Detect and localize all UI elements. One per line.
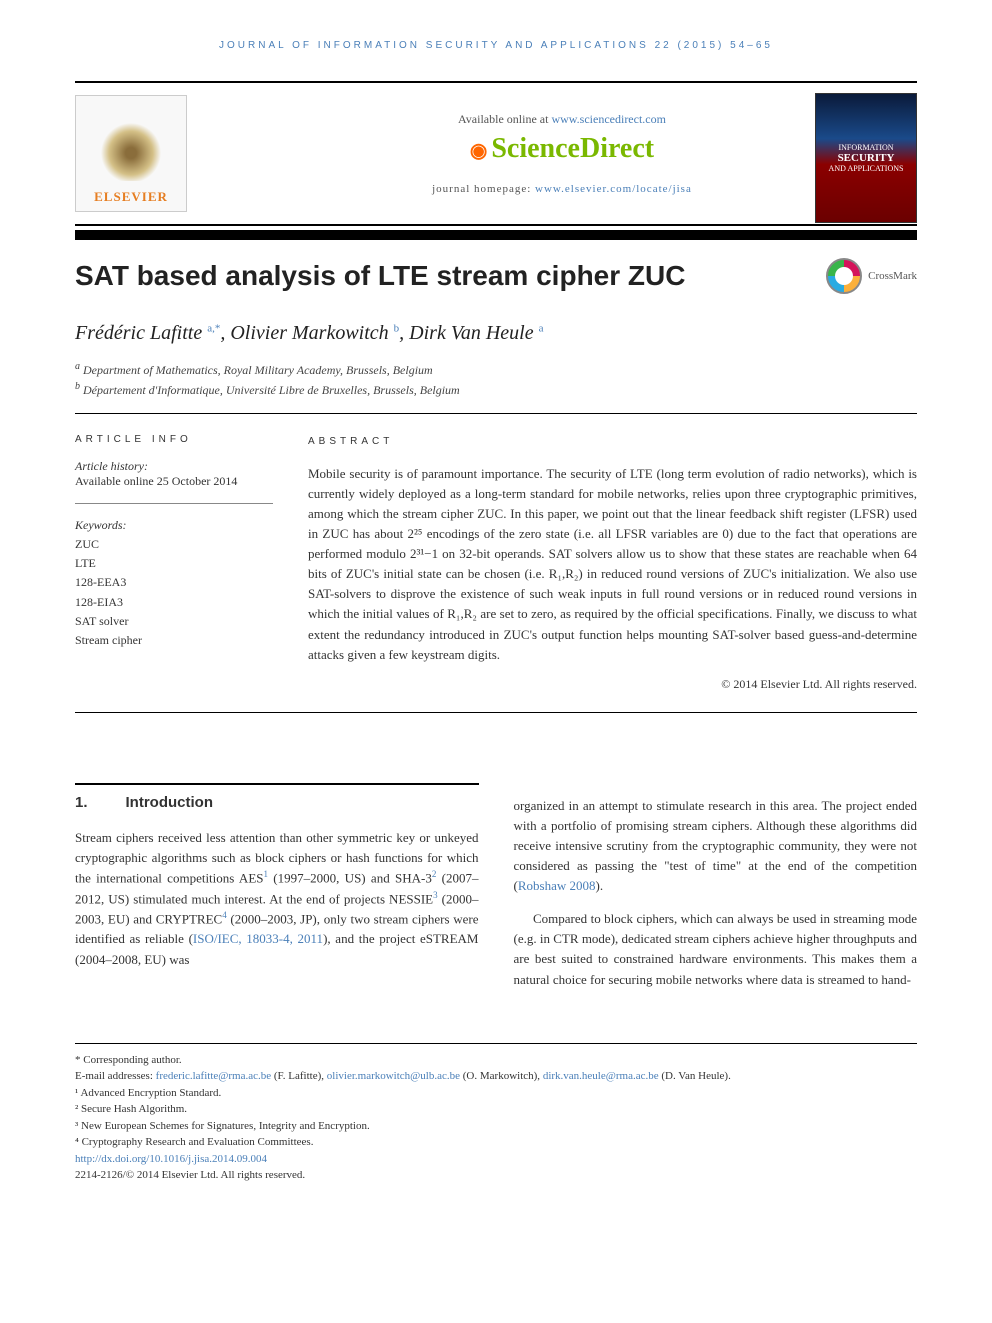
article-info-column: ARTICLE INFO Article history: Available …: [75, 434, 273, 694]
body-col-left: 1. Introduction Stream ciphers received …: [75, 783, 479, 1003]
black-divider-bar: [75, 230, 917, 240]
elsevier-tree-icon: [96, 111, 166, 181]
txt: ).: [595, 878, 603, 893]
keywords-list: ZUC LTE 128-EEA3 128-EIA3 SAT solver Str…: [75, 535, 273, 650]
doi-link[interactable]: http://dx.doi.org/10.1016/j.jisa.2014.09…: [75, 1151, 917, 1168]
homepage-link[interactable]: www.elsevier.com/locate/jisa: [535, 183, 692, 195]
article-info-head: ARTICLE INFO: [75, 434, 273, 445]
homepage-prefix: journal homepage:: [432, 183, 535, 195]
keyword-item: SAT solver: [75, 612, 273, 631]
aff-a-text: Department of Mathematics, Royal Militar…: [83, 363, 433, 377]
article-title: SAT based analysis of LTE stream cipher …: [75, 260, 685, 292]
txt: (O. Markowitch),: [460, 1070, 543, 1082]
sd-brand-text: ScienceDirect: [491, 133, 654, 164]
affiliations: a Department of Mathematics, Royal Milit…: [75, 359, 917, 399]
section-heading: 1. Introduction: [75, 783, 479, 814]
history-date: Available online 25 October 2014: [75, 474, 273, 489]
journal-cover-thumb: INFORMATION SECURITY AND APPLICATIONS: [815, 93, 917, 223]
txt: (D. Van Heule).: [659, 1070, 731, 1082]
body-paragraph: Compared to block ciphers, which can alw…: [514, 909, 918, 990]
authors: Frédéric Lafitte a,*, Olivier Markowitch…: [75, 322, 917, 345]
email-link[interactable]: dirk.van.heule@rma.ac.be: [543, 1070, 659, 1082]
homepage-line: journal homepage: www.elsevier.com/locat…: [207, 183, 917, 195]
title-row: SAT based analysis of LTE stream cipher …: [75, 258, 917, 294]
footnotes: * Corresponding author. E-mail addresses…: [75, 1043, 917, 1184]
txt: E-mail addresses:: [75, 1070, 156, 1082]
keyword-item: Stream cipher: [75, 631, 273, 650]
keyword-item: LTE: [75, 554, 273, 573]
elsevier-logo: ELSEVIER: [75, 95, 187, 212]
body-columns: 1. Introduction Stream ciphers received …: [75, 783, 917, 1003]
elsevier-label: ELSEVIER: [94, 189, 168, 205]
abstract-copyright: © 2014 Elsevier Ltd. All rights reserved…: [308, 675, 917, 694]
history-label: Article history:: [75, 459, 273, 474]
footnote-3: ³ New European Schemes for Signatures, I…: [75, 1118, 917, 1135]
section-title: Introduction: [126, 791, 213, 814]
keyword-item: 128-EIA3: [75, 593, 273, 612]
txt: (1997–2000, US) and SHA-3: [268, 870, 432, 885]
corresponding-author: * Corresponding author.: [75, 1052, 917, 1069]
body-col-right: organized in an attempt to stimulate res…: [514, 783, 918, 1003]
affiliation-a: a Department of Mathematics, Royal Milit…: [75, 359, 917, 379]
footnote-4: ⁴ Cryptography Research and Evaluation C…: [75, 1134, 917, 1151]
divider: [75, 712, 917, 713]
info-abstract-row: ARTICLE INFO Article history: Available …: [75, 434, 917, 694]
txt: Compared to block ciphers, which can alw…: [514, 911, 918, 986]
author-1-aff[interactable]: a,*: [207, 322, 220, 334]
sciencedirect-logo: ◉ScienceDirect: [470, 133, 654, 165]
center-block: Available online at www.sciencedirect.co…: [207, 112, 917, 195]
author-1: Frédéric Lafitte: [75, 322, 202, 344]
divider: [75, 413, 917, 414]
cover-line2: SECURITY: [838, 152, 895, 164]
affiliation-b: b Département d'Informatique, Université…: [75, 379, 917, 399]
author-2-aff[interactable]: b: [394, 322, 400, 334]
keyword-item: 128-EEA3: [75, 573, 273, 592]
aff-b-text: Département d'Informatique, Université L…: [83, 383, 460, 397]
footnote-2: ² Secure Hash Algorithm.: [75, 1101, 917, 1118]
abstract-head: ABSTRACT: [308, 434, 917, 450]
abstract-text: Mobile security is of paramount importan…: [308, 464, 917, 665]
info-divider: [75, 503, 273, 504]
issn-line: 2214-2126/© 2014 Elsevier Ltd. All right…: [75, 1167, 917, 1184]
body-paragraph: organized in an attempt to stimulate res…: [514, 796, 918, 897]
citation-link[interactable]: Robshaw 2008: [518, 878, 596, 893]
author-3: Dirk Van Heule: [409, 322, 533, 344]
footnote-1: ¹ Advanced Encryption Standard.: [75, 1085, 917, 1102]
sciencedirect-link[interactable]: www.sciencedirect.com: [551, 112, 666, 126]
keyword-item: ZUC: [75, 535, 273, 554]
author-3-aff[interactable]: a: [539, 322, 544, 334]
crossmark-badge[interactable]: CrossMark: [826, 258, 917, 294]
keywords-label: Keywords:: [75, 518, 273, 533]
cover-line1: INFORMATION: [838, 143, 893, 152]
abstract-column: ABSTRACT Mobile security is of paramount…: [308, 434, 917, 694]
running-header: JOURNAL OF INFORMATION SECURITY AND APPL…: [75, 40, 917, 51]
email-link[interactable]: frederic.lafitte@rma.ac.be: [156, 1070, 271, 1082]
available-line: Available online at www.sciencedirect.co…: [207, 112, 917, 127]
author-2: Olivier Markowitch: [230, 322, 388, 344]
available-prefix: Available online at: [458, 112, 551, 126]
email-line: E-mail addresses: frederic.lafitte@rma.a…: [75, 1068, 917, 1085]
txt: (F. Lafitte),: [271, 1070, 327, 1082]
crossmark-label: CrossMark: [868, 270, 917, 282]
email-link[interactable]: olivier.markowitch@ulb.ac.be: [327, 1070, 460, 1082]
sd-swirl-icon: ◉: [470, 140, 487, 162]
crossmark-icon: [826, 258, 862, 294]
cover-line3: AND APPLICATIONS: [829, 164, 904, 173]
citation-link[interactable]: ISO/IEC, 18033-4, 2011: [193, 931, 323, 946]
journal-header-bar: ELSEVIER Available online at www.science…: [75, 81, 917, 226]
body-paragraph: Stream ciphers received less attention t…: [75, 828, 479, 970]
section-number: 1.: [75, 791, 88, 814]
